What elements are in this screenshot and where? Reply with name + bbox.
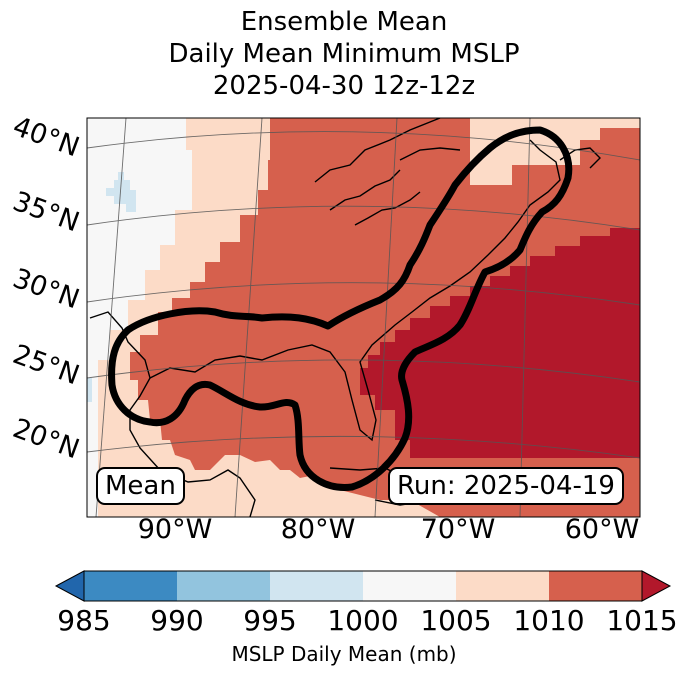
colorbar-extend-high — [641, 570, 672, 602]
mean-contour — [108, 126, 573, 491]
colorbar-segment — [177, 571, 270, 601]
lon-label-80w: 80°W — [280, 514, 356, 545]
colorbar-segment — [270, 571, 363, 601]
colorbar-tick: 1015 — [606, 604, 678, 637]
map-frame — [86, 117, 641, 518]
mean-label-box: Mean — [96, 467, 185, 505]
colorbar-segment — [84, 571, 177, 601]
colorbar — [54, 570, 672, 602]
colorbar-tick: 995 — [243, 604, 297, 637]
lon-label-90w: 90°W — [137, 514, 213, 545]
colorbar-tick: 1000 — [327, 604, 399, 637]
colorbar-tick: 1005 — [420, 604, 492, 637]
colorbar-tick: 1010 — [513, 604, 585, 637]
colorbar-tick: 985 — [57, 604, 111, 637]
lon-label-60w: 60°W — [564, 514, 640, 545]
title-line-1: Ensemble Mean — [240, 7, 448, 37]
pressure-field-995-1000-edge — [87, 378, 92, 402]
pressure-field-1015-plus — [360, 228, 640, 458]
title-line-3: 2025-04-30 12z-12z — [212, 71, 476, 101]
pressure-field-995-1000 — [106, 172, 136, 212]
title-line-2: Daily Mean Minimum MSLP — [168, 39, 520, 69]
colorbar-extend-low — [54, 570, 85, 602]
colorbar-frame — [83, 570, 643, 602]
lon-label-70w: 70°W — [420, 514, 496, 545]
colorbar-tick: 990 — [150, 604, 204, 637]
run-label-box: Run: 2025-04-19 — [388, 467, 624, 505]
colorbar-label: MSLP Daily Mean (mb) — [231, 642, 457, 666]
map-area — [87, 118, 640, 517]
colorbar-segment — [456, 571, 549, 601]
colorbar-segment — [363, 571, 456, 601]
graticule — [87, 118, 640, 517]
pressure-field-1000-1005 — [87, 118, 192, 517]
colorbar-segment — [549, 571, 642, 601]
